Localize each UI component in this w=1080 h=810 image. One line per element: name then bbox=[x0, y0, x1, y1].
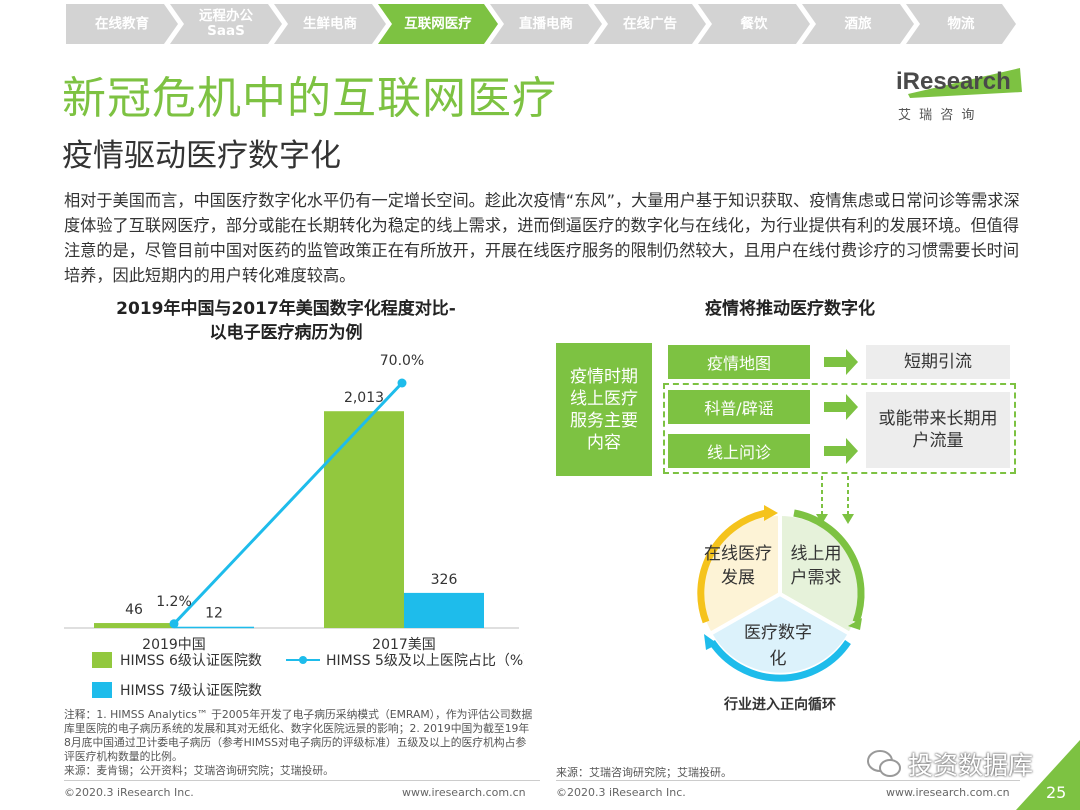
cycle-label-digitalization: 医疗数字化 bbox=[744, 623, 812, 669]
bar-level7-1 bbox=[404, 592, 484, 628]
down-arrows bbox=[816, 476, 854, 524]
nav-item-catering[interactable]: 餐饮 bbox=[698, 4, 810, 44]
arrow-right-icon bbox=[824, 349, 858, 375]
iresearch-logo: iResearch 艾 瑞 咨 询 bbox=[890, 62, 1026, 123]
nav-item-fresh-ecommerce[interactable]: 生鲜电商 bbox=[274, 4, 386, 44]
arrows bbox=[824, 349, 858, 464]
arrow-down-icon bbox=[816, 514, 828, 524]
bar-value-label: 46 bbox=[125, 602, 143, 618]
bar-value-label: 326 bbox=[431, 572, 458, 588]
arrow-cycle-icon bbox=[848, 618, 862, 630]
right-diagram-title: 疫情将推动医疗数字化 bbox=[705, 299, 875, 319]
line-series bbox=[172, 381, 404, 625]
page-subtitle: 疫情驱动医疗数字化 bbox=[62, 138, 341, 174]
cycle-caption: 行业进入正向循环 bbox=[724, 697, 836, 713]
chart-notes: 注释：1. HIMSS Analytics™ 于2005年开发了电子病历采纳模式… bbox=[64, 708, 534, 778]
bar-level6-1 bbox=[324, 411, 404, 628]
line-point-1 bbox=[397, 378, 407, 388]
logo-cn: 艾 瑞 咨 询 bbox=[898, 108, 977, 123]
nav-item-online-ads[interactable]: 在线广告 bbox=[594, 4, 706, 44]
bar-level7-0 bbox=[174, 626, 254, 629]
right-source: 来源：艾瑞咨询研究院；艾瑞投研。 bbox=[556, 766, 732, 779]
footer-copyright-right: ©2020.3 iResearch Inc. bbox=[556, 786, 686, 799]
note-text: 注释：1. HIMSS Analytics™ 于2005年开发了电子病历采纳模式… bbox=[64, 708, 533, 763]
legend-label-level7: HIMSS 7级认证医院数 bbox=[120, 683, 262, 699]
main-content-box: 疫情时期线上医疗服务主要内容 bbox=[556, 343, 652, 476]
arrow-cycle-icon bbox=[704, 634, 718, 650]
line-value-label: 70.0% bbox=[380, 353, 424, 369]
logo-swoosh-icon bbox=[908, 68, 1022, 98]
legend-swatch-level6 bbox=[92, 652, 112, 668]
watermark-text: 投资数据库 bbox=[908, 751, 1034, 780]
nav-item-online-education[interactable]: 在线教育 bbox=[66, 4, 178, 44]
category-label: 2017美国 bbox=[372, 637, 436, 653]
cycle-diagram bbox=[697, 505, 865, 682]
bar-value-label: 12 bbox=[205, 606, 223, 622]
arrow-cycle-icon bbox=[764, 505, 778, 521]
page-corner bbox=[1016, 740, 1080, 810]
left-chart-title: 2019年中国与2017年美国数字化程度对比- 以电子医疗病历为例 bbox=[116, 299, 456, 343]
page-number: 25 bbox=[1046, 783, 1067, 802]
category-label: 2019中国 bbox=[142, 637, 206, 653]
item-science-rumor: 科普/辟谣 bbox=[668, 390, 810, 424]
topic-nav: 在线教育 远程办公 SaaS 生鲜电商 互联网医疗 直播电商 在线广告 餐饮 酒… bbox=[66, 4, 1016, 44]
intro-paragraph: 相对于美国而言，中国医疗数字化水平仍有一定增长空间。趁此次疫情“东风”，大量用户… bbox=[64, 191, 1020, 285]
source-text: 来源：麦肯锡；公开资料；艾瑞咨询研究院；艾瑞投研。 bbox=[64, 764, 334, 777]
line-value-label: 1.2% bbox=[156, 594, 192, 610]
item-online-consult: 线上问诊 bbox=[668, 434, 810, 468]
legend-label-level6: HIMSS 6级认证医院数 bbox=[120, 653, 262, 669]
nav-item-travel[interactable]: 酒旅 bbox=[802, 4, 914, 44]
bar-value-label: 2,013 bbox=[344, 390, 384, 406]
line-point-0 bbox=[169, 619, 179, 629]
arrow-right-icon bbox=[824, 438, 858, 464]
long-term-group-border bbox=[663, 383, 1016, 474]
arrow-right-icon bbox=[824, 394, 858, 420]
logo-text: iResearch bbox=[896, 68, 1011, 95]
legend-swatch-level7 bbox=[92, 682, 112, 698]
nav-item-live-ecommerce[interactable]: 直播电商 bbox=[490, 4, 602, 44]
footer-url-left: www.iresearch.com.cn bbox=[402, 786, 526, 799]
arrow-down-icon bbox=[842, 514, 854, 524]
page-title: 新冠危机中的互联网医疗 bbox=[62, 73, 557, 124]
nav-item-logistics[interactable]: 物流 bbox=[906, 4, 1016, 44]
cycle-label-user-demand: 线上用户需求 bbox=[790, 544, 842, 588]
footer-divider-left bbox=[64, 780, 540, 781]
item-epidemic-map: 疫情地图 bbox=[668, 345, 810, 379]
bar-level6-0 bbox=[94, 623, 174, 628]
footer-url-right: www.iresearch.com.cn bbox=[886, 786, 1010, 799]
wechat-icon bbox=[867, 750, 901, 777]
result-short-term: 短期引流 bbox=[866, 345, 1010, 379]
cycle-label-online-dev: 在线医疗发展 bbox=[704, 544, 772, 588]
result-long-term: 或能带来长期用户流量 bbox=[866, 392, 1010, 468]
legend-point bbox=[299, 656, 307, 664]
nav-item-internet-healthcare[interactable]: 互联网医疗 bbox=[378, 4, 498, 44]
watermark: 投资数据库 bbox=[866, 746, 1033, 782]
digitalization-chart: 46 2,013 12 326 1.2% 70.0% 2019中国 2017美国 HIMSS 6… bbox=[64, 353, 524, 699]
nav-item-remote-office[interactable]: 远程办公 SaaS bbox=[170, 4, 282, 44]
legend-label-line: HIMSS 5级及以上医院占比（%） bbox=[326, 653, 524, 669]
footer-copyright-left: ©2020.3 iResearch Inc. bbox=[64, 786, 194, 799]
footer-divider-right bbox=[556, 780, 1020, 781]
